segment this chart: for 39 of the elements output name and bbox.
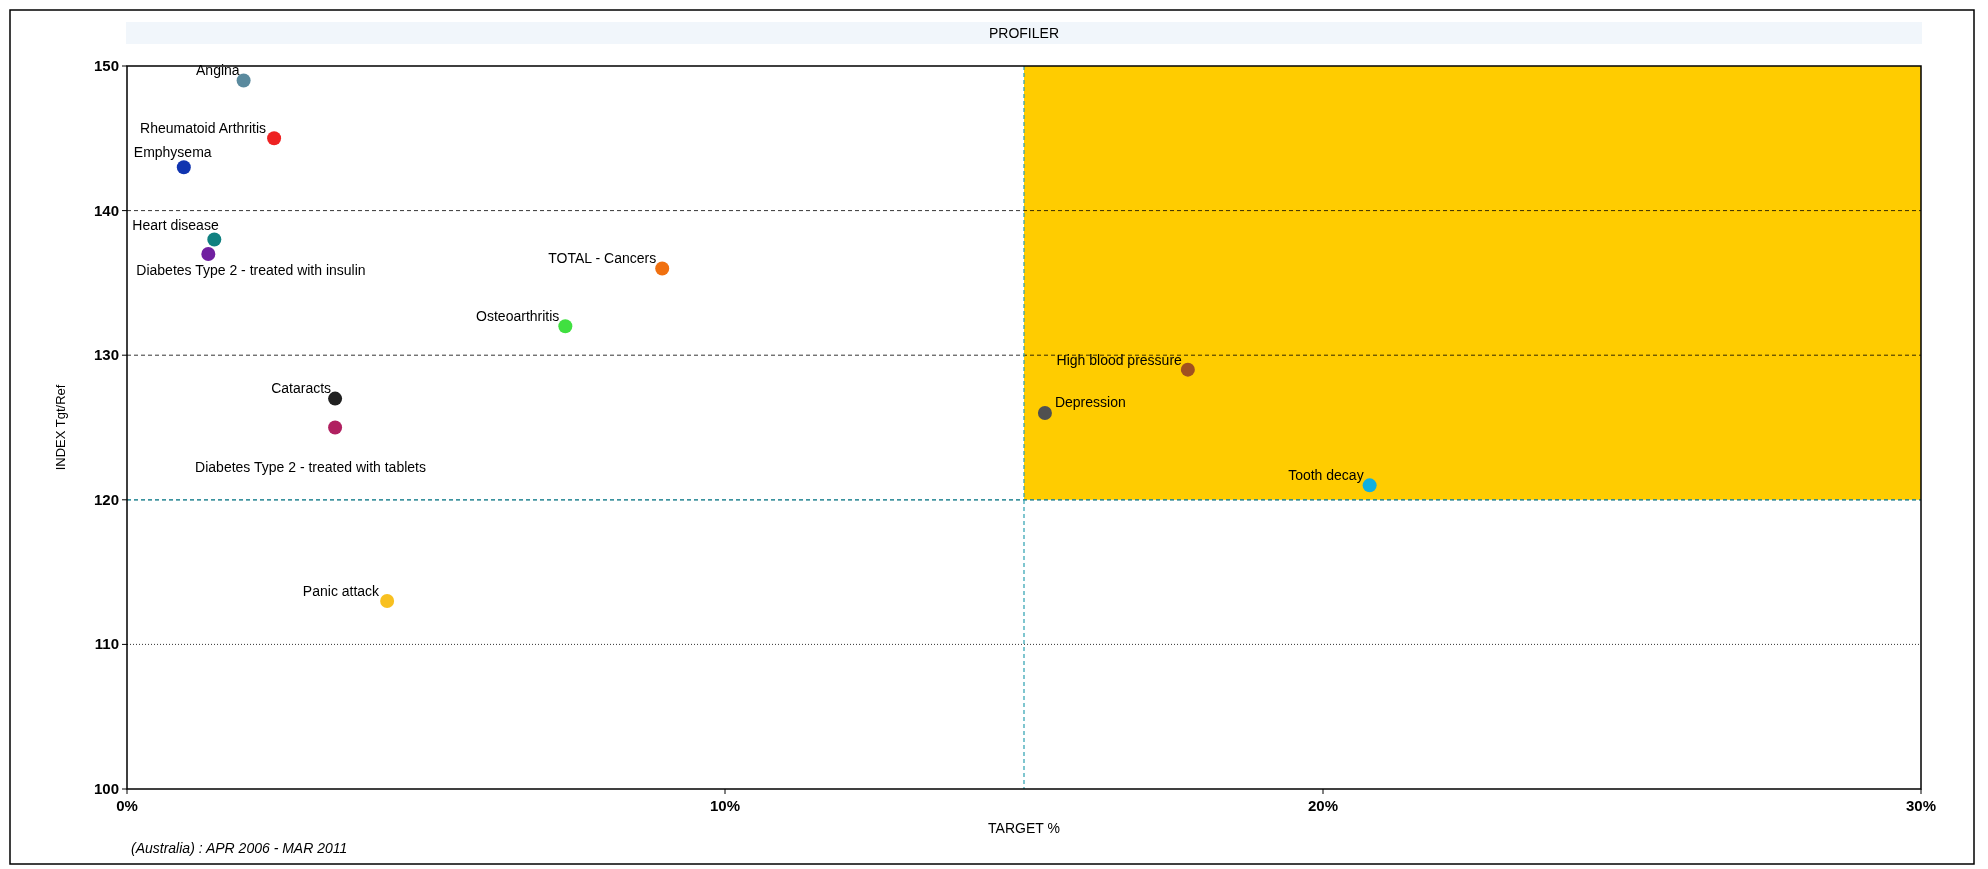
point bbox=[267, 131, 282, 146]
series-label: Osteoarthritis bbox=[476, 308, 560, 325]
x-tick-label: 30% bbox=[1905, 797, 1937, 814]
y-tick-label: 140 bbox=[93, 201, 119, 219]
point bbox=[207, 232, 222, 247]
point bbox=[176, 160, 191, 175]
series-label: Tooth decay bbox=[1288, 467, 1364, 484]
text: (Australia) : APR 2006 - MAR 2011 bbox=[131, 840, 348, 856]
point bbox=[1362, 478, 1377, 493]
y-tick-label: 110 bbox=[94, 635, 119, 653]
series-label: Angina bbox=[196, 62, 240, 79]
series-label: Heart disease bbox=[132, 216, 219, 233]
series-label: Depression bbox=[1054, 394, 1126, 411]
y-tick-label: 150 bbox=[93, 57, 119, 74]
point bbox=[1180, 362, 1195, 377]
point bbox=[201, 246, 216, 261]
point bbox=[328, 391, 343, 406]
y-tick-label: 120 bbox=[93, 490, 119, 508]
series-label: Cataracts bbox=[271, 379, 332, 396]
y-tick-label: 130 bbox=[93, 346, 119, 364]
series-label: Emphysema bbox=[133, 144, 212, 161]
point bbox=[328, 420, 343, 435]
series-label: TOTAL - Cancers bbox=[548, 250, 657, 267]
x-tick-label: 20% bbox=[1307, 797, 1339, 814]
series-label: High blood pressure bbox=[1056, 351, 1183, 368]
chart-title: PROFILER bbox=[988, 25, 1060, 41]
x-tick-label: 0% bbox=[116, 797, 138, 814]
x-tick-label: 10% bbox=[709, 797, 741, 814]
point bbox=[1037, 406, 1052, 421]
series-label: Rheumatoid Arthritis bbox=[140, 120, 267, 137]
y-tick-label: 100 bbox=[93, 780, 119, 797]
series-label: Panic attack bbox=[302, 583, 381, 600]
text: Diabetes Type 2 - treated with tablets bbox=[195, 458, 426, 475]
point bbox=[558, 319, 573, 334]
text: Diabetes Type 2 - treated with insulin bbox=[136, 261, 366, 278]
x-axis-title: TARGET % bbox=[988, 820, 1060, 836]
point bbox=[380, 594, 395, 609]
point bbox=[655, 261, 670, 276]
y-axis-title: INDEX Tgt/Ref bbox=[53, 384, 68, 471]
